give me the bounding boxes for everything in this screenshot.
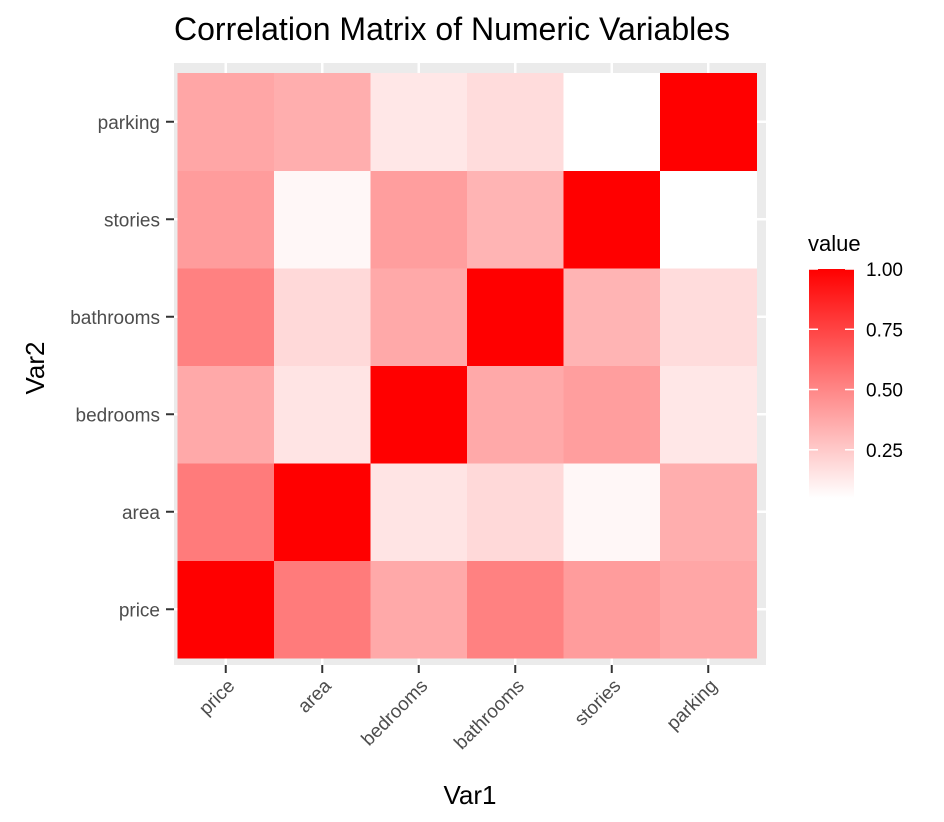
legend-colorbar [809, 269, 854, 498]
legend-tick-label-3: 1.00 [866, 260, 903, 281]
heatmap-cell-price-bathrooms [177, 268, 275, 366]
legend-tick-label-1: 0.50 [866, 381, 903, 402]
heatmap-cell-parking-stories [660, 170, 757, 269]
heatmap-cells [177, 73, 757, 659]
legend-title: value [808, 231, 861, 256]
y-axis: price area bedrooms bathrooms stories parking [70, 113, 174, 621]
x-tick-label-bathrooms: bathrooms [450, 676, 528, 754]
heatmap-cell-parking-parking [660, 73, 757, 171]
heatmap-cell-stories-bedrooms [563, 365, 661, 464]
heatmap-cell-parking-price [660, 560, 757, 659]
heatmap-cell-bathrooms-bedrooms [467, 365, 564, 464]
y-tick-label-bedrooms: bedrooms [76, 405, 161, 426]
heatmap-cell-bathrooms-bathrooms [467, 268, 564, 366]
chart-title: Correlation Matrix of Numeric Variables [174, 11, 730, 47]
heatmap-cell-parking-area [660, 463, 757, 561]
x-axis-title: Var1 [444, 780, 497, 810]
y-axis-title: Var2 [20, 342, 50, 395]
legend-tick-label-0: 0.25 [866, 441, 903, 462]
x-tick-label-bedrooms: bedrooms [358, 676, 433, 751]
x-tick-label-parking: parking [663, 676, 722, 735]
y-tick-label-stories: stories [104, 210, 160, 231]
heatmap-cell-price-stories [177, 170, 275, 269]
heatmap-cell-area-parking [274, 73, 371, 171]
heatmap-cell-price-area [177, 463, 275, 561]
heatmap-cell-bedrooms-price [370, 560, 468, 659]
heatmap-cell-bedrooms-bathrooms [370, 268, 468, 366]
x-tick-label-area: area [294, 675, 336, 717]
legend: value 0.25 0.50 0.75 1.00 [808, 231, 903, 498]
heatmap-cell-bathrooms-area [467, 463, 564, 561]
heatmap-cell-bathrooms-stories [467, 170, 564, 269]
y-tick-label-area: area [122, 503, 160, 524]
y-tick-label-bathrooms: bathrooms [70, 308, 160, 329]
legend-tick-label-2: 0.75 [866, 320, 903, 341]
heatmap-cell-bathrooms-price [467, 560, 564, 659]
heatmap-cell-parking-bedrooms [660, 365, 757, 464]
heatmap-cell-price-parking [177, 73, 275, 171]
heatmap-cell-bedrooms-stories [370, 170, 468, 269]
heatmap-cell-bedrooms-bedrooms [370, 365, 468, 464]
heatmap-cell-parking-bathrooms [660, 268, 757, 366]
heatmap-cell-stories-price [563, 560, 661, 659]
heatmap-cell-stories-bathrooms [563, 268, 661, 366]
x-tick-label-price: price [195, 676, 239, 720]
heatmap-cell-stories-parking [563, 73, 661, 171]
heatmap-cell-stories-stories [563, 170, 661, 269]
heatmap-cell-stories-area [563, 463, 661, 561]
y-tick-label-price: price [119, 600, 160, 621]
heatmap-cell-bathrooms-parking [467, 73, 564, 171]
heatmap-cell-price-bedrooms [177, 365, 275, 464]
x-tick-label-stories: stories [571, 676, 625, 730]
heatmap-cell-area-bedrooms [274, 365, 371, 464]
heatmap-cell-area-stories [274, 170, 371, 269]
heatmap-cell-price-price [177, 560, 275, 659]
y-tick-label-parking: parking [98, 113, 160, 134]
heatmap-cell-bedrooms-area [370, 463, 468, 561]
heatmap-cell-bedrooms-parking [370, 73, 468, 171]
heatmap-cell-area-bathrooms [274, 268, 371, 366]
heatmap-cell-area-price [274, 560, 371, 659]
heatmap-cell-area-area [274, 463, 371, 561]
x-axis: price area bedrooms bathrooms stories parking [195, 665, 722, 754]
